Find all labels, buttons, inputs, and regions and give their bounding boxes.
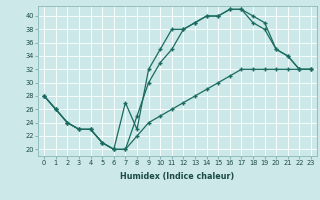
X-axis label: Humidex (Indice chaleur): Humidex (Indice chaleur) xyxy=(120,172,235,181)
